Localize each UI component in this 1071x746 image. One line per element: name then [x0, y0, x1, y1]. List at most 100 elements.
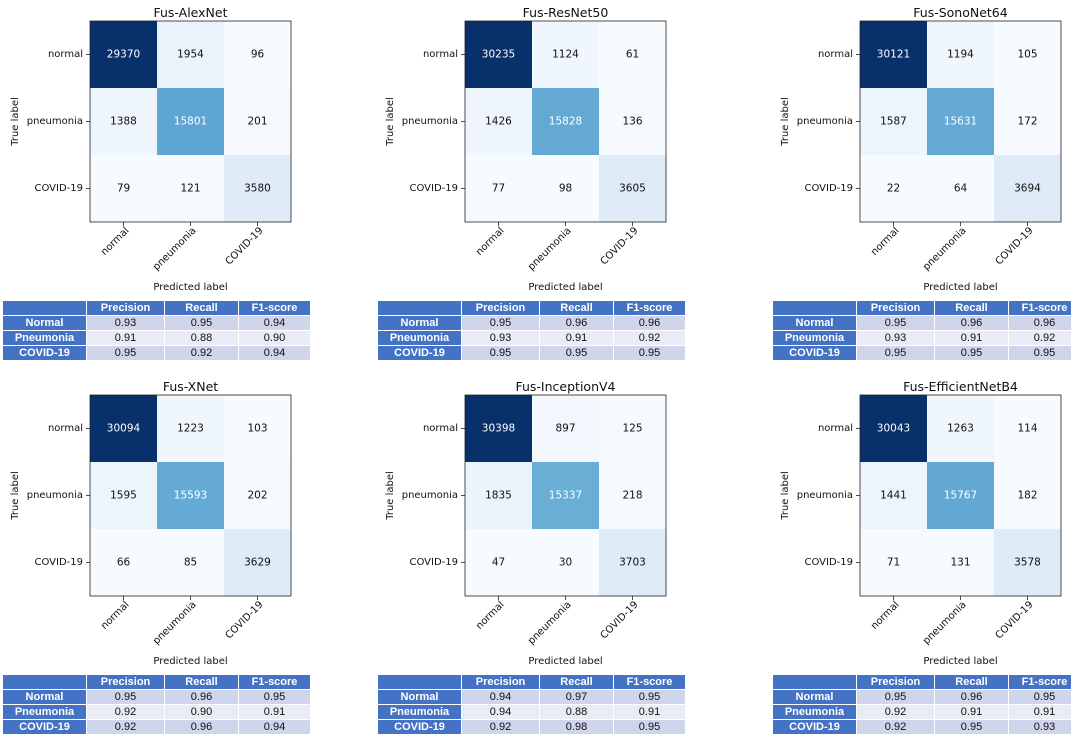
- cell-value-0-0: 30398: [482, 423, 515, 435]
- metric-precision: 0.95: [857, 346, 935, 361]
- metric-precision: 0.92: [857, 720, 935, 735]
- row-label-normal: Normal: [378, 690, 462, 705]
- table-header-f1-score: F1-score: [1009, 301, 1071, 316]
- x-tick-pneumonia: pneumonia: [526, 599, 574, 647]
- table-header-precision: Precision: [857, 301, 935, 316]
- x-axis-label: Predicted label: [923, 282, 997, 293]
- y-tick-pneumonia: pneumonia: [402, 116, 458, 127]
- metric-precision: 0.95: [857, 690, 935, 705]
- table-header-corner: [3, 301, 87, 316]
- cell-value-0-2: 96: [251, 49, 265, 61]
- x-tick-pneumonia: pneumonia: [151, 599, 199, 647]
- metric-f1-score: 0.95: [614, 346, 686, 361]
- table-header-corner: [773, 675, 857, 690]
- cell-value-1-0: 1426: [485, 116, 512, 128]
- x-axis-label: Predicted label: [153, 282, 227, 293]
- cell-value-1-0: 1835: [485, 490, 512, 502]
- table-header-corner: [773, 301, 857, 316]
- metric-recall: 0.98: [540, 720, 614, 735]
- chart-title: Fus-XNet: [163, 379, 218, 394]
- table-header-recall: Recall: [540, 301, 614, 316]
- metric-f1-score: 0.95: [1009, 690, 1071, 705]
- row-label-covid-19: COVID-19: [378, 346, 462, 361]
- chart-title: Fus-EfficientNetB4: [903, 379, 1018, 394]
- table-header-f1-score: F1-score: [614, 675, 686, 690]
- y-tick-covid-19: COVID-19: [409, 557, 458, 568]
- table-header-f1-score: F1-score: [239, 675, 311, 690]
- metric-precision: 0.95: [462, 346, 540, 361]
- x-tick-normal: normal: [474, 225, 507, 258]
- cell-value-0-2: 105: [1017, 49, 1037, 61]
- cell-value-2-0: 71: [887, 557, 900, 569]
- table-header-recall: Recall: [540, 675, 614, 690]
- cell-value-2-0: 79: [117, 183, 130, 195]
- row-label-covid-19: COVID-19: [3, 720, 87, 735]
- table-header-corner: [3, 675, 87, 690]
- y-tick-normal: normal: [423, 423, 458, 434]
- cell-value-1-2: 182: [1017, 490, 1037, 502]
- cell-value-0-2: 114: [1017, 423, 1037, 435]
- cell-value-0-0: 30043: [877, 423, 910, 435]
- cell-value-0-0: 30121: [877, 49, 910, 61]
- table-header-corner: [378, 675, 462, 690]
- metric-recall: 0.88: [165, 331, 239, 346]
- metric-recall: 0.95: [935, 720, 1009, 735]
- row-label-pneumonia: Pneumonia: [773, 331, 857, 346]
- metric-f1-score: 0.91: [614, 705, 686, 720]
- cell-value-0-1: 1223: [177, 423, 204, 435]
- metric-precision: 0.95: [87, 346, 165, 361]
- table-header-precision: Precision: [462, 675, 540, 690]
- chart-title: Fus-SonoNet64: [913, 5, 1007, 20]
- metric-f1-score: 0.94: [239, 346, 311, 361]
- y-tick-normal: normal: [818, 423, 853, 434]
- y-tick-pneumonia: pneumonia: [402, 490, 458, 501]
- metric-f1-score: 0.94: [239, 316, 311, 331]
- cell-value-1-2: 202: [247, 490, 267, 502]
- y-tick-normal: normal: [48, 423, 83, 434]
- y-axis-label: True label: [780, 97, 791, 147]
- x-tick-pneumonia: pneumonia: [526, 225, 574, 273]
- chart-title: Fus-AlexNet: [153, 5, 227, 20]
- y-tick-covid-19: COVID-19: [409, 183, 458, 194]
- metric-recall: 0.96: [165, 720, 239, 735]
- cell-value-2-1: 131: [950, 557, 970, 569]
- cell-value-1-1: 15767: [944, 490, 977, 502]
- cell-value-2-0: 22: [887, 183, 900, 195]
- x-axis-label: Predicted label: [528, 656, 602, 667]
- table-header-recall: Recall: [935, 675, 1009, 690]
- metric-f1-score: 0.96: [1009, 316, 1071, 331]
- row-label-pneumonia: Pneumonia: [3, 705, 87, 720]
- x-axis-label: Predicted label: [923, 656, 997, 667]
- metric-f1-score: 0.94: [239, 720, 311, 735]
- cell-value-0-0: 30094: [107, 423, 141, 435]
- metric-recall: 0.96: [935, 316, 1009, 331]
- metric-precision: 0.92: [87, 705, 165, 720]
- y-axis-label: True label: [10, 471, 21, 521]
- metric-precision: 0.94: [462, 705, 540, 720]
- row-label-normal: Normal: [3, 690, 87, 705]
- x-tick-normal: normal: [99, 599, 132, 632]
- y-tick-pneumonia: pneumonia: [27, 116, 83, 127]
- row-label-normal: Normal: [773, 690, 857, 705]
- cell-value-2-1: 121: [180, 183, 200, 195]
- table-header-f1-score: F1-score: [614, 301, 686, 316]
- metric-recall: 0.95: [540, 346, 614, 361]
- metric-precision: 0.95: [462, 316, 540, 331]
- metric-precision: 0.93: [857, 331, 935, 346]
